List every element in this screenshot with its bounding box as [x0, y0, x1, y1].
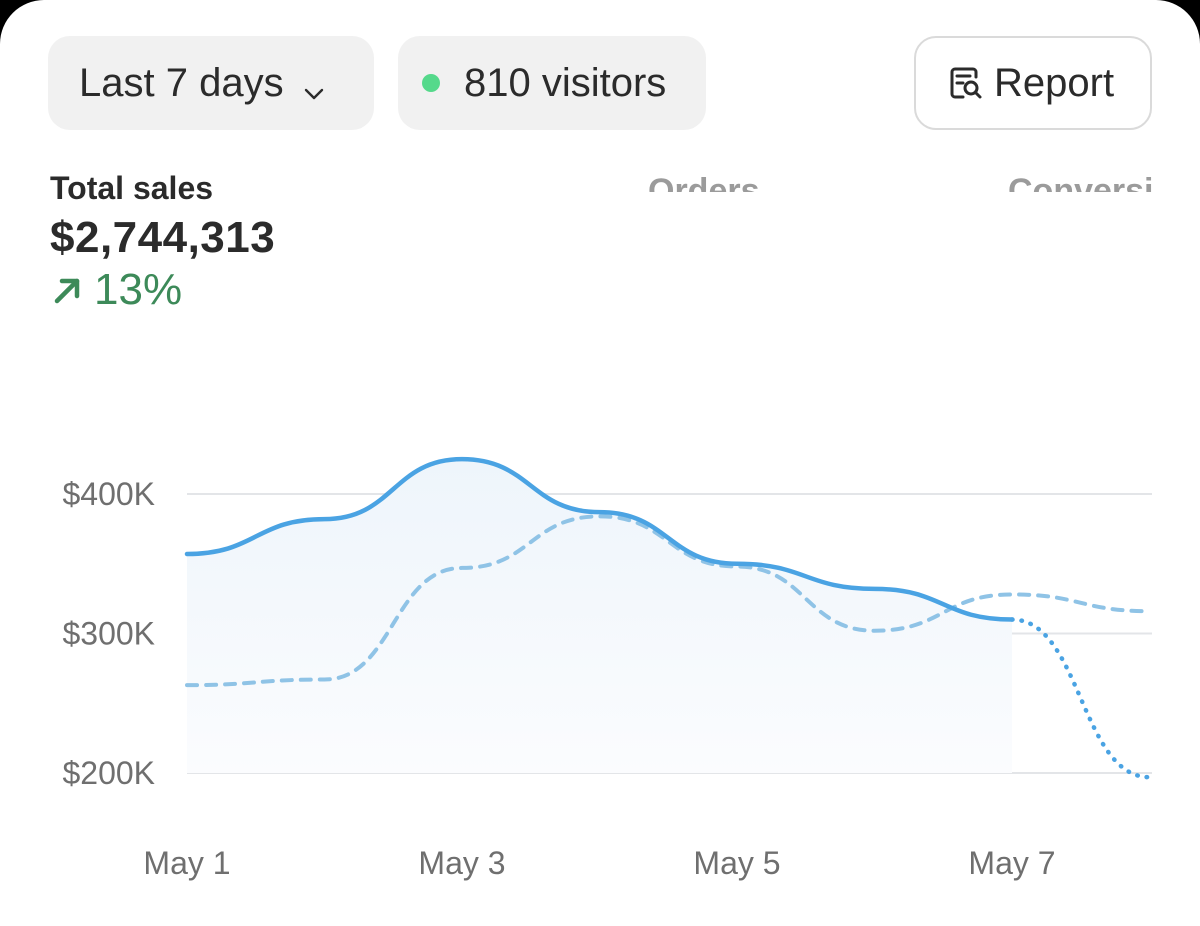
total-sales-change-value: 13% — [94, 265, 183, 314]
y-axis: $200K $300K $400K — [62, 476, 155, 791]
orders-fade-mask — [640, 192, 780, 214]
x-tick-label: May 7 — [968, 845, 1055, 881]
area-fill — [187, 459, 1012, 773]
visitors-label: 810 visitors — [464, 60, 667, 105]
report-search-icon — [946, 63, 986, 103]
conversion-fade-mask — [1000, 192, 1170, 214]
chevron-down-icon — [302, 71, 326, 100]
area-layer — [187, 459, 1012, 773]
series-layer — [184, 456, 1152, 780]
sales-line-chart: $200K $300K $400K May 1 May 3 May 5 May 7 — [62, 456, 1152, 881]
x-tick-label: May 5 — [693, 845, 780, 881]
live-visitors-button[interactable]: 810 visitors — [398, 36, 706, 130]
total-sales-label: Total sales — [50, 170, 214, 206]
report-label: Report — [994, 60, 1115, 105]
x-tick-label: May 1 — [143, 845, 230, 881]
report-button[interactable]: Report — [914, 36, 1152, 130]
date-range-dropdown[interactable]: Last 7 days — [48, 36, 374, 130]
x-tick-label: May 3 — [418, 845, 505, 881]
y-tick-label: $400K — [62, 476, 155, 512]
x-axis: May 1 May 3 May 5 May 7 — [143, 845, 1055, 881]
y-tick-label: $300K — [62, 616, 155, 652]
status-dot-icon — [422, 74, 440, 92]
total-sales-change: 13% — [50, 265, 275, 315]
arrow-up-right-icon — [54, 278, 80, 304]
comparison-series-line — [185, 514, 1152, 688]
date-range-label: Last 7 days — [79, 60, 284, 105]
projected-series-line — [1009, 617, 1152, 780]
total-sales-value: $2,744,313 — [50, 213, 276, 262]
current-series-line — [184, 456, 1015, 622]
y-tick-label: $200K — [62, 755, 155, 791]
total-sales-metric[interactable]: Total sales $2,744,313 13% — [50, 170, 275, 315]
